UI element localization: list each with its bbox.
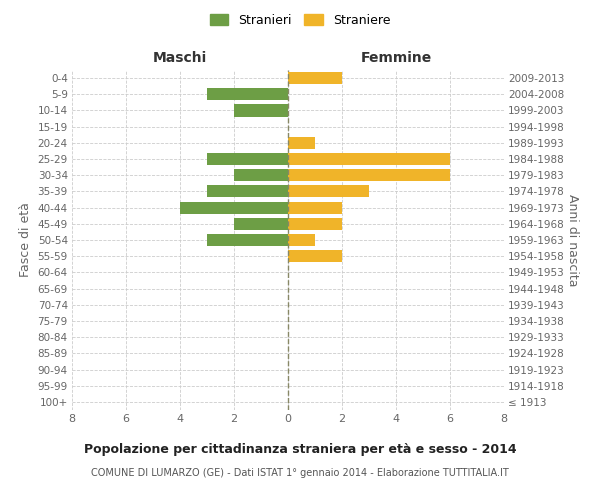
Bar — [288, 169, 450, 181]
Legend: Stranieri, Straniere: Stranieri, Straniere — [205, 8, 395, 32]
Y-axis label: Anni di nascita: Anni di nascita — [566, 194, 579, 286]
Bar — [207, 234, 288, 246]
Bar — [288, 202, 342, 213]
Bar — [234, 218, 288, 230]
Text: Maschi: Maschi — [153, 51, 207, 65]
Bar — [288, 234, 315, 246]
Text: Popolazione per cittadinanza straniera per età e sesso - 2014: Popolazione per cittadinanza straniera p… — [83, 442, 517, 456]
Bar — [288, 218, 342, 230]
Text: Femmine: Femmine — [361, 51, 431, 65]
Text: COMUNE DI LUMARZO (GE) - Dati ISTAT 1° gennaio 2014 - Elaborazione TUTTITALIA.IT: COMUNE DI LUMARZO (GE) - Dati ISTAT 1° g… — [91, 468, 509, 477]
Bar — [288, 250, 342, 262]
Bar — [207, 88, 288, 101]
Bar — [234, 104, 288, 117]
Bar — [207, 153, 288, 165]
Bar — [288, 72, 342, 84]
Bar — [288, 137, 315, 149]
Bar — [288, 153, 450, 165]
Bar — [234, 169, 288, 181]
Bar — [288, 186, 369, 198]
Bar — [180, 202, 288, 213]
Y-axis label: Fasce di età: Fasce di età — [19, 202, 32, 278]
Bar — [207, 186, 288, 198]
